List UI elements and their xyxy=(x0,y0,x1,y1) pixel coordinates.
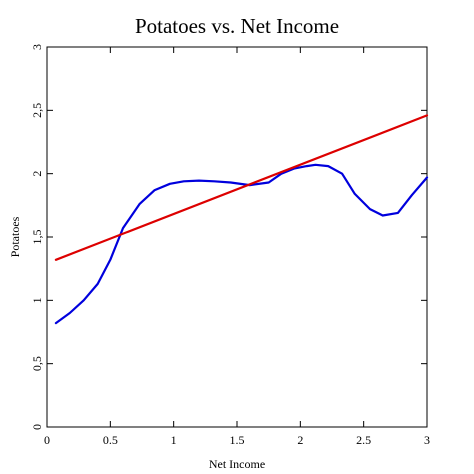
chart-title: Potatoes vs. Net Income xyxy=(135,14,339,38)
y-tick-label: 1,5 xyxy=(30,230,44,245)
y-tick-label: 0,5 xyxy=(30,356,44,371)
series-line-red xyxy=(54,114,429,261)
series-layer xyxy=(54,114,429,325)
y-tick-label: 0 xyxy=(30,424,44,430)
y-tick-label: 1 xyxy=(30,297,44,303)
x-axis-label: Net Income xyxy=(209,457,265,471)
plot-area xyxy=(54,114,429,325)
x-tick-label: 2.5 xyxy=(356,433,371,447)
plot-frame xyxy=(46,46,428,428)
y-axis-label: Potatoes xyxy=(8,216,22,257)
x-axis: 0 0.5 1 1.5 2 2.5 3 xyxy=(44,47,430,447)
y-axis: 0 0,5 1 1,5 2 2,5 3 xyxy=(30,44,427,430)
x-tick-label: 1 xyxy=(171,433,177,447)
x-tick-label: 2 xyxy=(297,433,303,447)
y-tick-label: 3 xyxy=(30,44,44,50)
y-tick-label: 2 xyxy=(30,171,44,177)
x-tick-label: 0 xyxy=(44,433,50,447)
x-tick-label: 0.5 xyxy=(103,433,118,447)
x-tick-label: 1.5 xyxy=(230,433,245,447)
y-tick-label: 2,5 xyxy=(30,103,44,118)
x-tick-label: 3 xyxy=(424,433,430,447)
